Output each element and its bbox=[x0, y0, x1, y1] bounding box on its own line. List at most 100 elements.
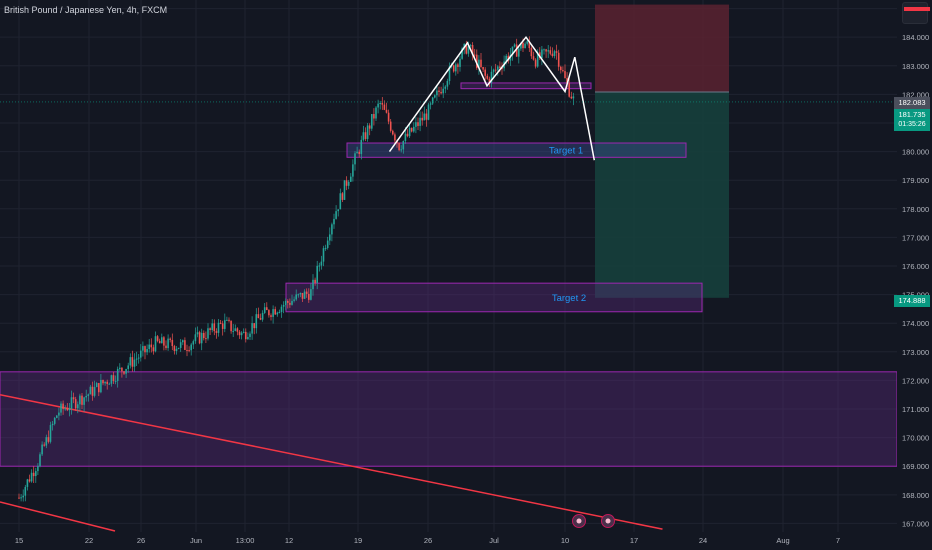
target-price-label: 174.888 bbox=[894, 295, 930, 307]
y-tick-label: 179.000 bbox=[902, 176, 929, 185]
candle bbox=[184, 340, 186, 350]
candle bbox=[499, 66, 501, 68]
candle bbox=[217, 322, 220, 333]
trendline bbox=[0, 393, 663, 530]
candle bbox=[528, 41, 531, 49]
candle bbox=[543, 49, 545, 51]
x-tick-label: Jul bbox=[489, 536, 499, 545]
candle bbox=[530, 48, 533, 57]
price-axis bbox=[897, 0, 932, 550]
candle bbox=[194, 334, 197, 342]
candle bbox=[207, 328, 209, 339]
candle bbox=[219, 322, 222, 324]
candle bbox=[490, 71, 493, 83]
candle bbox=[110, 375, 113, 384]
candle bbox=[142, 346, 144, 351]
candle bbox=[488, 78, 491, 83]
candle bbox=[316, 265, 318, 283]
candle bbox=[245, 331, 247, 340]
candle bbox=[68, 408, 71, 411]
candle bbox=[471, 45, 474, 55]
candle bbox=[205, 338, 207, 340]
candle bbox=[513, 44, 516, 47]
candle bbox=[114, 380, 117, 382]
y-tick-label: 171.000 bbox=[902, 405, 929, 414]
candle bbox=[431, 97, 434, 104]
candle bbox=[253, 323, 255, 329]
last-price-label: 182.083 bbox=[894, 97, 930, 109]
candle bbox=[116, 368, 119, 381]
candle bbox=[152, 347, 155, 352]
y-tick-label: 176.000 bbox=[902, 262, 929, 271]
candle bbox=[350, 176, 352, 182]
chart-settings-button[interactable] bbox=[902, 2, 928, 24]
candle bbox=[158, 340, 161, 344]
candle bbox=[442, 88, 444, 94]
candle bbox=[47, 437, 50, 442]
candle bbox=[524, 43, 526, 49]
candles bbox=[18, 36, 575, 502]
candle bbox=[167, 338, 169, 349]
candle bbox=[102, 379, 104, 384]
candle bbox=[259, 318, 262, 320]
candle bbox=[551, 53, 554, 56]
candle bbox=[305, 291, 308, 294]
candle bbox=[276, 312, 279, 315]
candle bbox=[364, 132, 367, 139]
candle bbox=[100, 379, 102, 393]
y-tick-label: 180.000 bbox=[902, 148, 929, 157]
x-tick-label: 17 bbox=[630, 536, 638, 545]
candle bbox=[318, 265, 321, 267]
candle bbox=[465, 43, 468, 54]
candle bbox=[270, 315, 272, 317]
candle bbox=[476, 54, 478, 68]
candle bbox=[179, 342, 182, 348]
candle bbox=[562, 70, 564, 72]
candle bbox=[545, 49, 547, 52]
candle bbox=[173, 346, 176, 352]
candle bbox=[303, 291, 306, 299]
candle bbox=[287, 300, 289, 303]
x-tick-label: 26 bbox=[137, 536, 145, 545]
candle bbox=[515, 44, 518, 57]
candle bbox=[278, 312, 281, 314]
candle bbox=[131, 357, 134, 367]
candle bbox=[482, 66, 484, 70]
candle bbox=[413, 126, 415, 132]
candle bbox=[247, 336, 249, 340]
candle bbox=[536, 52, 539, 67]
candle bbox=[312, 279, 314, 290]
candle bbox=[295, 294, 297, 300]
candle bbox=[436, 90, 438, 96]
candle bbox=[148, 344, 150, 350]
candle bbox=[564, 71, 566, 79]
stop-loss-zone bbox=[595, 4, 729, 93]
candle bbox=[182, 340, 184, 343]
candle bbox=[263, 307, 266, 313]
candle bbox=[404, 133, 407, 141]
take-profit-zone bbox=[595, 92, 729, 298]
candle bbox=[190, 344, 192, 351]
candle bbox=[62, 403, 64, 409]
candle bbox=[366, 125, 369, 139]
x-tick-label: 13:00 bbox=[236, 536, 255, 545]
candle bbox=[108, 383, 111, 385]
candle bbox=[406, 133, 409, 137]
candle bbox=[541, 49, 543, 59]
candle bbox=[257, 314, 260, 319]
candle bbox=[347, 181, 350, 186]
candle bbox=[284, 300, 287, 306]
candle bbox=[26, 479, 29, 487]
economic-event-icon-dot bbox=[605, 518, 611, 524]
candle bbox=[140, 350, 142, 358]
candle bbox=[425, 113, 428, 120]
price-zone bbox=[0, 371, 898, 467]
candle bbox=[169, 338, 171, 340]
candle bbox=[381, 103, 384, 105]
candle bbox=[446, 80, 449, 87]
candle bbox=[402, 140, 405, 150]
candle bbox=[43, 444, 45, 446]
target2-label: Target 2 bbox=[552, 293, 586, 304]
candle bbox=[66, 408, 69, 411]
